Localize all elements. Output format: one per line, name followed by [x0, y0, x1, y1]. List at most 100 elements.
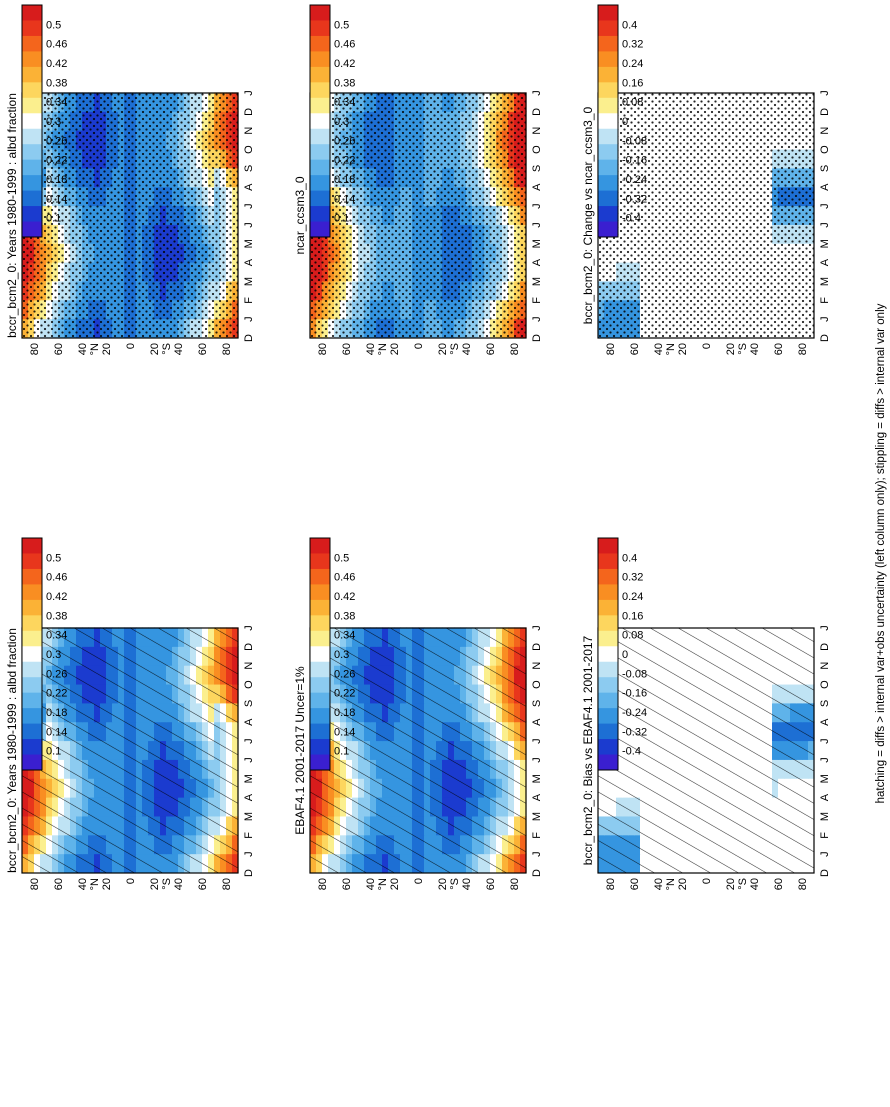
month-tick-label: A	[243, 183, 255, 191]
colorbar-swatch	[310, 206, 330, 223]
colorbar-label: 0.24	[622, 58, 643, 70]
month-tick-label: J	[243, 757, 255, 763]
colorbar-label: 0.42	[46, 591, 67, 603]
colorbar-label: 0.18	[46, 707, 67, 719]
lat-tick-label: 60	[341, 878, 353, 890]
colorbar-swatch	[22, 5, 42, 21]
lat-tick-label: 20	[437, 343, 449, 355]
month-tick-label: D	[243, 108, 255, 116]
month-tick-label: M	[243, 239, 255, 248]
colorbar-swatch	[22, 615, 42, 632]
lat-tick-label: 40	[365, 878, 377, 890]
colorbar-swatch	[310, 113, 330, 130]
panel-title: bccr_bcm2_0: Years 1980-1999 : albd frac…	[5, 93, 19, 338]
colorbar-swatch	[310, 553, 330, 570]
colorbar-label: 0.14	[334, 193, 355, 205]
colorbar-swatch	[22, 206, 42, 223]
month-tick-label: D	[243, 334, 255, 342]
month-tick-label: S	[819, 165, 831, 172]
stipple-overlay	[598, 93, 814, 338]
colorbar-label: 0.14	[46, 726, 67, 738]
colorbar-swatch	[598, 692, 618, 709]
lat-tick-label: 60	[197, 878, 209, 890]
month-tick-label: F	[819, 832, 831, 839]
month-tick-label: O	[531, 145, 543, 154]
colorbar-swatch	[598, 538, 618, 554]
month-tick-label: S	[819, 700, 831, 707]
colorbar-label: 0.14	[334, 726, 355, 738]
colorbar-swatch	[598, 553, 618, 570]
colorbar-swatch	[22, 82, 42, 99]
month-tick-label: M	[819, 277, 831, 286]
lat-tick-label: 20	[101, 878, 113, 890]
lat-tick-label: 20	[677, 878, 689, 890]
colorbar-label: 0.22	[46, 155, 67, 167]
month-tick-label: D	[243, 643, 255, 651]
month-tick-label: J	[819, 203, 831, 209]
month-tick-label: F	[819, 297, 831, 304]
colorbar-swatch	[310, 128, 330, 145]
lat-tick-label: 80	[605, 343, 617, 355]
month-tick-label: S	[243, 700, 255, 707]
colorbar-frame	[597, 4, 619, 238]
month-tick-label: J	[819, 738, 831, 744]
colorbar-label: 0.34	[334, 97, 355, 109]
colorbar-swatch	[310, 754, 330, 771]
colorbar-swatch	[598, 190, 618, 207]
colorbar-cb-1: 0.5 0.46 0.42 0.38 0.34 0.3 0.26 0.22 0.18 0.14 0.…	[21, 537, 67, 771]
month-tick-label: J	[531, 851, 543, 857]
month-tick-label: J	[531, 738, 543, 744]
colorbar-label: 0.08	[622, 630, 643, 642]
lat-tick-label: 40	[749, 878, 761, 890]
colorbar-swatch	[310, 677, 330, 694]
month-tick-label: M	[531, 774, 543, 783]
colorbar-swatch	[310, 190, 330, 207]
month-tick-label: M	[819, 774, 831, 783]
colorbar-swatch	[310, 661, 330, 678]
colorbar-swatch	[310, 615, 330, 632]
colorbar-swatch	[310, 20, 330, 37]
colorbar-label: 0.42	[334, 591, 355, 603]
colorbar-swatch	[22, 599, 42, 616]
lat-tick-label: °N	[665, 878, 677, 890]
month-tick-label: O	[243, 145, 255, 154]
lat-tick-label: 40	[173, 878, 185, 890]
colorbar-swatch	[310, 723, 330, 740]
month-tick-label: J	[531, 316, 543, 322]
lat-tick-label: 80	[509, 343, 521, 355]
colorbar-layer: 0.5 0.46 0.42 0.38 0.34 0.3 0.26 0.22 0.18 0.14 0.…	[21, 4, 647, 771]
month-tick-label: M	[819, 812, 831, 821]
month-tick-label: A	[531, 183, 543, 191]
colorbar-swatch	[22, 144, 42, 161]
colorbar-label: -0.32	[622, 726, 647, 738]
lat-tick-label: 20	[389, 878, 401, 890]
colorbar-swatch	[598, 599, 618, 616]
month-tick-label: F	[531, 297, 543, 304]
colorbar-label: 0.4	[622, 19, 637, 31]
lat-tick-label: °N	[665, 343, 677, 355]
colorbar-swatch	[22, 175, 42, 192]
lat-tick-label: 40	[749, 343, 761, 355]
hatch-overlay	[598, 628, 814, 873]
month-tick-label: S	[243, 165, 255, 172]
colorbar-swatch	[310, 159, 330, 176]
colorbar-label: -0.08	[622, 135, 647, 147]
lat-tick-label: °S	[449, 878, 461, 890]
lat-tick-label: 40	[365, 343, 377, 355]
colorbar-cb-2: 0.5 0.46 0.42 0.38 0.34 0.3 0.26 0.22 0.18 0.14 0.…	[309, 537, 355, 771]
colorbar-frame	[597, 537, 619, 771]
month-tick-label: J	[819, 851, 831, 857]
colorbar-label: 0	[622, 116, 628, 128]
colorbar-swatch	[22, 692, 42, 709]
lat-tick-label: 80	[605, 878, 617, 890]
month-tick-label: J	[819, 90, 831, 96]
colorbar-swatch	[310, 568, 330, 585]
month-tick-label: J	[819, 757, 831, 763]
colorbar-frame	[309, 4, 331, 238]
stipple-overlay	[310, 93, 526, 338]
lat-tick-label: 80	[221, 343, 233, 355]
lat-tick-label: 40	[653, 878, 665, 890]
colorbar-swatch	[310, 584, 330, 601]
